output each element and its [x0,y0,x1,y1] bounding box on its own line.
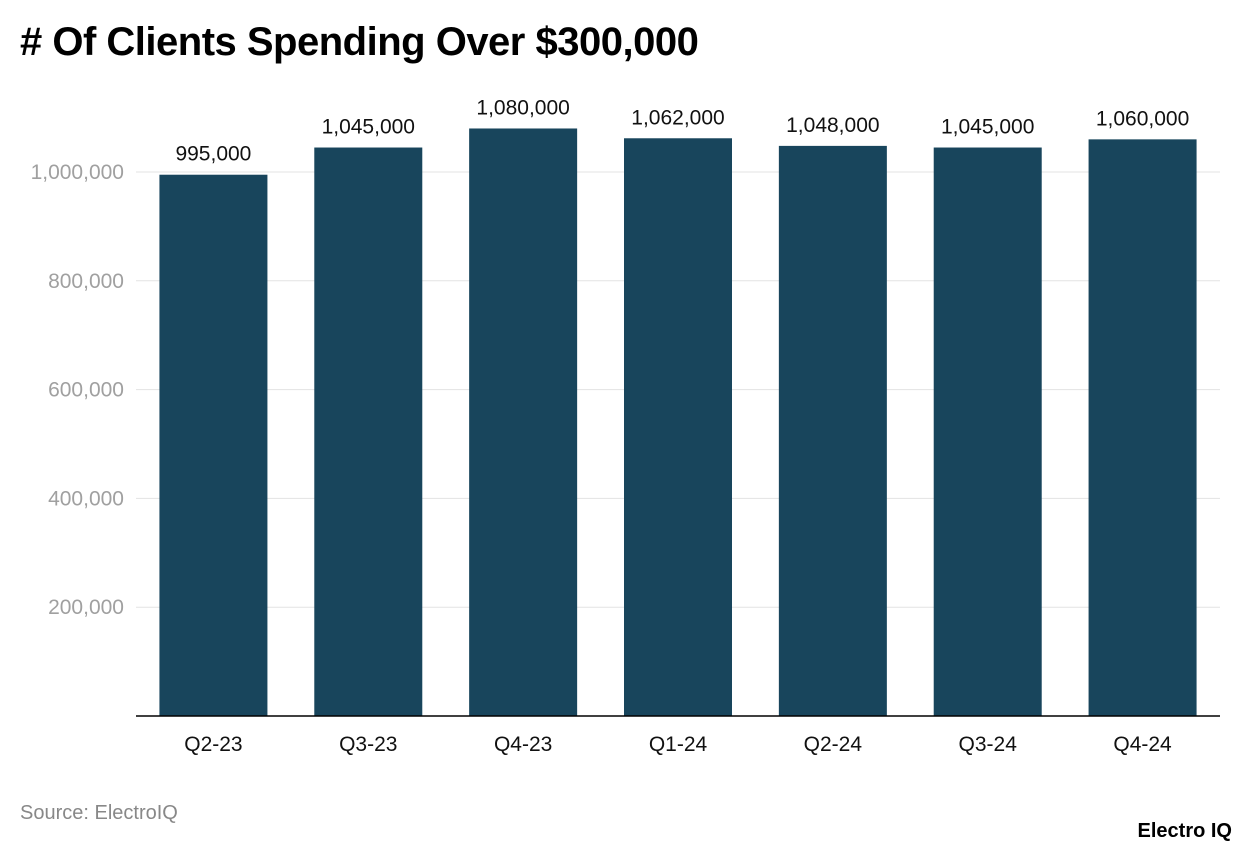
source-note: Source: ElectroIQ [20,802,178,824]
bar [933,147,1042,716]
y-tick-label: 800,000 [48,270,124,293]
bar-value-label: 1,045,000 [322,116,415,139]
y-axis-tick-labels: 200,000 400,000 600,000 800,000 1,000,000 [31,161,124,619]
bar-value-label: 1,045,000 [941,116,1034,139]
bar-value-labels: 995,000 1,045,000 1,080,000 1,062,000 1,048,… [175,96,1189,165]
bar-value-label: 1,060,000 [1096,107,1189,130]
y-tick-label: 200,000 [48,596,124,619]
x-category-label: Q3-24 [959,733,1018,756]
x-category-label: Q4-24 [1113,733,1172,756]
x-category-label: Q3-23 [339,733,397,756]
bar [159,174,268,717]
bar [469,128,578,717]
x-category-label: Q2-24 [804,733,863,756]
brand-logo-text: Electro IQ [1137,820,1232,842]
chart-title: # Of Clients Spending Over $300,000 [20,20,699,64]
x-category-label: Q1-24 [649,733,708,756]
bar [314,147,423,716]
bar-value-label: 995,000 [175,143,251,166]
x-category-label: Q4-23 [494,733,552,756]
y-tick-label: 400,000 [48,487,124,510]
bar-value-label: 1,048,000 [786,114,879,137]
x-category-label: Q2-23 [184,733,242,756]
bar [778,145,887,716]
bar [1088,139,1197,717]
y-tick-label: 1,000,000 [31,161,124,184]
x-axis-category-labels: Q2-23 Q3-23 Q4-23 Q1-24 Q2-24 Q3-24 Q4-24 [184,733,1172,756]
bars [159,128,1197,717]
bar-value-label: 1,080,000 [476,96,569,119]
bar [624,138,732,717]
y-tick-label: 600,000 [48,379,124,402]
bar-value-label: 1,062,000 [631,106,724,129]
